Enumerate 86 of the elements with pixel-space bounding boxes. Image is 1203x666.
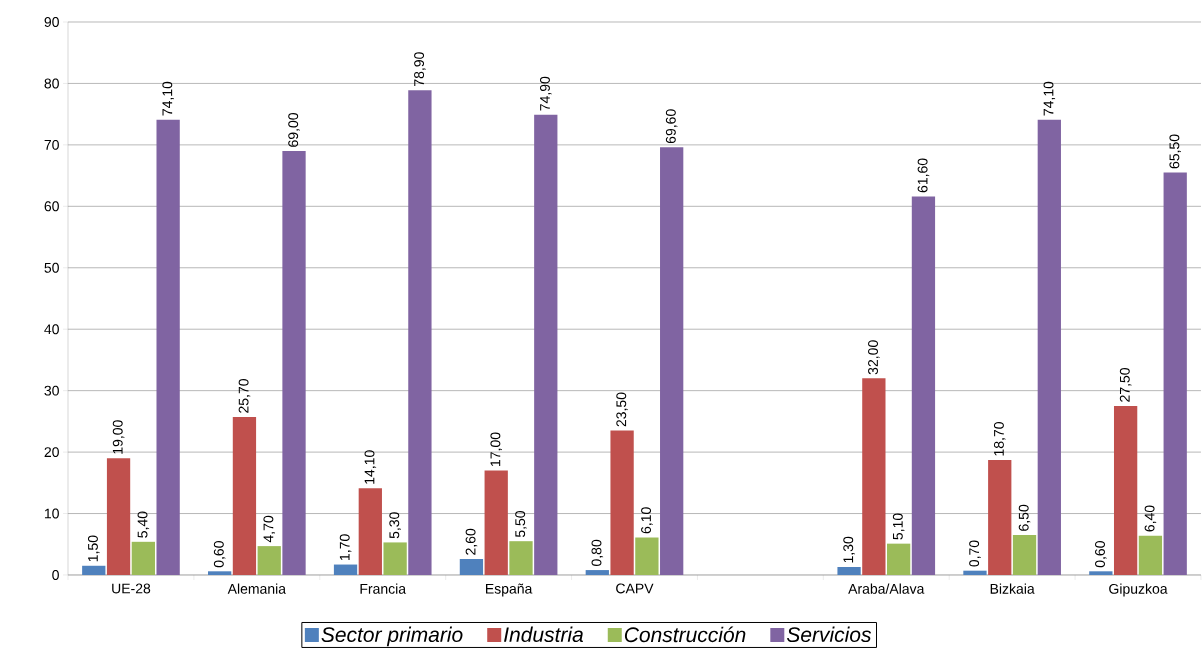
- y-tick-label: 20: [44, 447, 59, 458]
- bar: [610, 430, 634, 575]
- y-tick-label: 10: [44, 508, 59, 519]
- data-label: 5,10: [892, 513, 905, 540]
- bar: [156, 119, 180, 575]
- bar: [383, 542, 407, 575]
- data-label: 61,60: [917, 158, 930, 193]
- x-tick-label: Gipuzkoa: [1109, 583, 1168, 597]
- bar: [232, 417, 257, 575]
- data-label: 74,90: [539, 76, 552, 111]
- bar: [635, 537, 659, 575]
- data-label: 32,00: [868, 340, 880, 375]
- data-label: 5,30: [389, 512, 401, 539]
- data-label: 1,50: [87, 535, 100, 562]
- bar: [660, 147, 684, 575]
- data-label: 1,70: [339, 534, 352, 560]
- data-label: 78,90: [414, 52, 426, 86]
- legend-label: Sector primario: [321, 626, 463, 647]
- bar: [988, 460, 1012, 575]
- bar: [1037, 119, 1061, 575]
- data-label: 18,70: [993, 422, 1006, 456]
- bar: [333, 564, 358, 575]
- data-label: 0,80: [591, 539, 604, 566]
- y-tick-label: 50: [44, 262, 59, 273]
- data-label: 25,70: [238, 379, 251, 413]
- bar: [585, 570, 609, 575]
- x-tick-label: Araba/Alava: [848, 583, 925, 594]
- data-label: 0,60: [1095, 541, 1107, 568]
- bar: [459, 559, 484, 575]
- bar: [82, 565, 106, 575]
- data-label: 6,10: [641, 507, 653, 534]
- bar: [862, 378, 886, 575]
- bar: [1012, 535, 1037, 575]
- y-tick-label: 40: [44, 324, 59, 335]
- x-tick-label: España: [486, 583, 533, 597]
- bar: [911, 196, 936, 575]
- bar: [534, 114, 558, 575]
- bar: [131, 541, 155, 575]
- data-label: 69,60: [665, 109, 678, 144]
- data-label: 74,10: [162, 81, 174, 116]
- y-tick-label: 60: [44, 201, 59, 212]
- data-label: 1,30: [843, 536, 855, 563]
- data-label: 2,60: [465, 528, 478, 555]
- data-label: 74,10: [1043, 81, 1056, 116]
- x-tick-label: UE-28: [112, 583, 151, 594]
- data-label: 6,40: [1144, 505, 1157, 532]
- x-tick-label: Francia: [360, 583, 407, 594]
- data-label: 6,50: [1018, 504, 1031, 531]
- bar: [358, 488, 382, 575]
- bar: [1138, 535, 1163, 575]
- bar: [106, 458, 131, 575]
- legend-label: Industria: [504, 626, 584, 643]
- data-label: 14,10: [364, 450, 377, 484]
- data-label: 27,50: [1119, 367, 1132, 402]
- bar: [963, 570, 987, 575]
- bar: [408, 90, 432, 575]
- data-label: 4,70: [263, 515, 276, 543]
- x-tick-label: Bizkaia: [990, 583, 1035, 594]
- data-label: 65,50: [1169, 134, 1181, 169]
- data-label: 0,60: [213, 541, 226, 568]
- bar: [257, 546, 281, 575]
- legend-label: Construcción: [624, 626, 746, 643]
- x-tick-label: Alemania: [227, 583, 287, 594]
- bar: [208, 571, 232, 575]
- x-tick-label: CAPV: [616, 583, 654, 594]
- bar: [1089, 571, 1113, 575]
- y-tick-label: 0: [52, 570, 59, 580]
- data-label: 5,40: [137, 511, 150, 538]
- bar: [484, 470, 508, 575]
- data-label: 5,50: [515, 510, 527, 538]
- bar: [282, 151, 306, 575]
- legend-label: Servicios: [786, 626, 872, 643]
- y-tick-label: 70: [44, 139, 59, 150]
- bar: [1113, 406, 1138, 575]
- data-label: 19,00: [112, 420, 125, 454]
- data-label: 23,50: [616, 392, 628, 427]
- data-label: 17,00: [490, 432, 502, 466]
- y-tick-label: 90: [44, 17, 59, 27]
- bar: [837, 567, 861, 575]
- y-tick-label: 80: [44, 78, 59, 89]
- data-label: 69,00: [288, 113, 300, 147]
- bar: [887, 543, 911, 575]
- bar: [509, 541, 533, 575]
- data-label: 0,70: [969, 540, 981, 567]
- bar: [1163, 172, 1187, 575]
- y-tick-label: 30: [44, 385, 59, 396]
